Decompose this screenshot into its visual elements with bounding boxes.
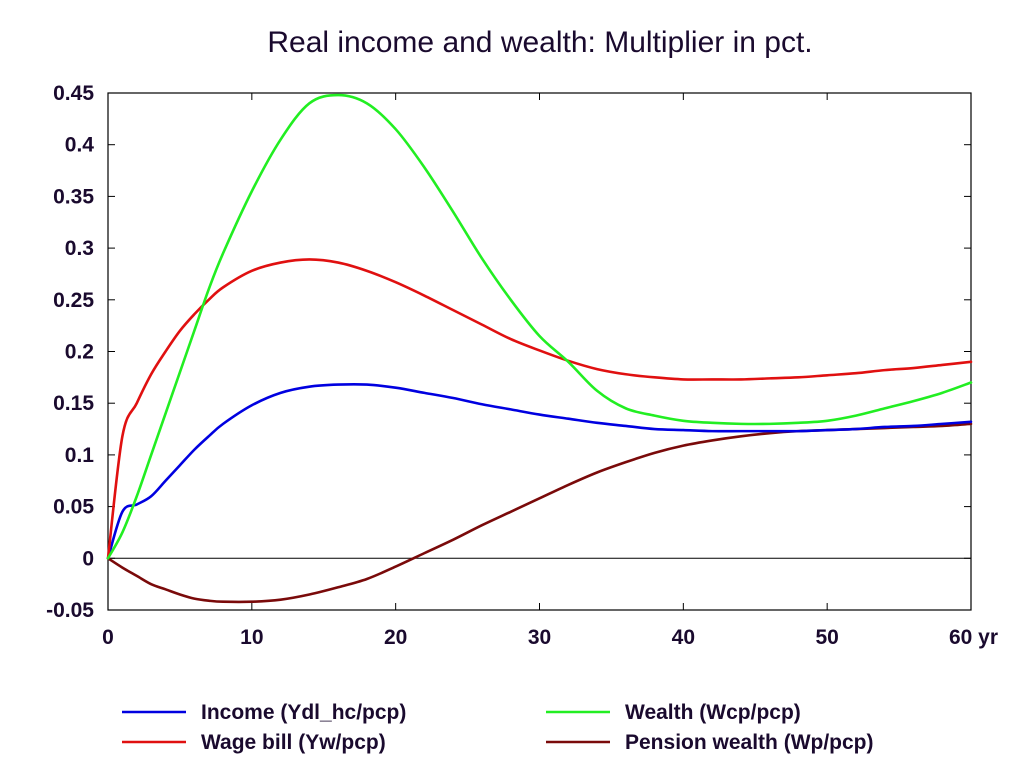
legend-label: Wealth (Wcp/pcp) — [625, 701, 801, 724]
legend-label: Wage bill (Yw/pcp) — [201, 731, 386, 754]
y-tick-label: -0.05 — [46, 599, 94, 622]
x-tick-label: 10 — [240, 626, 263, 649]
x-tick-label: 0 — [102, 626, 114, 649]
x-tick-label: 60 yr — [949, 626, 998, 649]
x-tick-label: 50 — [815, 626, 838, 649]
y-tick-label: 0.15 — [53, 392, 94, 415]
y-tick-label: 0.2 — [65, 341, 94, 364]
y-tick-label: 0.35 — [53, 185, 94, 208]
axis-ticks: -0.05 0 0.05 0.1 0.15 0.2 0.25 0.3 0.35 0.4 0.45 0 1… — [46, 82, 998, 649]
y-tick-label: 0.45 — [53, 82, 94, 105]
y-tick-label: 0.4 — [65, 134, 95, 157]
legend-label: Pension wealth (Wp/pcp) — [625, 731, 874, 754]
x-tick-label: 20 — [384, 626, 407, 649]
y-tick-label: 0 — [82, 547, 94, 570]
y-tick-label: 0.1 — [65, 444, 95, 467]
y-tick-label: 0.25 — [53, 289, 94, 312]
x-tick-label: 30 — [528, 626, 551, 649]
y-tick-label: 0.05 — [53, 496, 94, 519]
legend-label: Income (Ydl_hc/pcp) — [201, 701, 406, 724]
series-line-pension — [106, 422, 973, 604]
chart-title: Real income and wealth: Multiplier in pc… — [267, 26, 812, 59]
x-tick-label: 40 — [672, 626, 695, 649]
series-line-wealth — [106, 93, 973, 560]
series-line-wage — [106, 258, 973, 560]
series-lines — [106, 93, 973, 604]
series-line-income — [106, 382, 973, 560]
y-tick-label: 0.3 — [65, 237, 94, 260]
legend: Income (Ydl_hc/pcp) Wage bill (Yw/pcp) Wea… — [122, 701, 874, 754]
